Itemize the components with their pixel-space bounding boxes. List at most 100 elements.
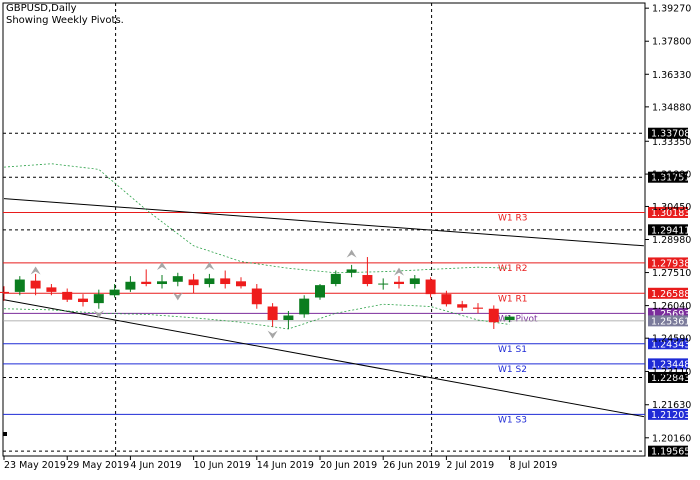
level-name-label: W1 S3 — [498, 415, 527, 425]
y-tick-label: 1.24590 — [652, 334, 691, 345]
y-tick-label: 1.21630 — [652, 400, 691, 411]
level-price-label: 1.22843 — [651, 373, 690, 384]
fractal-up-icon — [30, 266, 41, 275]
candle-body — [251, 288, 262, 305]
x-tick-label: 8 Jul 2019 — [510, 460, 558, 471]
candle-body — [267, 306, 278, 320]
y-tick-label: 1.23110 — [652, 367, 691, 378]
candle-body — [125, 281, 136, 290]
level-price-label: 1.25361 — [651, 316, 690, 327]
trend-channel — [3, 198, 644, 418]
candle-body — [157, 281, 167, 285]
candle-body — [425, 279, 436, 295]
candle-body — [141, 281, 152, 285]
candle-body — [394, 281, 404, 285]
x-tick-label: 10 Jun 2019 — [194, 460, 251, 471]
x-tick-label: 23 May 2019 — [4, 460, 66, 471]
level-price-label: 1.27938 — [651, 258, 690, 269]
level-price-label: 1.25693 — [651, 309, 690, 320]
candle-body — [93, 294, 104, 304]
candle-body — [346, 269, 357, 273]
y-tick-label: 1.37800 — [652, 37, 691, 48]
candle-body — [188, 279, 199, 286]
fractal-markers — [30, 249, 404, 339]
level-price-box — [648, 445, 688, 457]
level-name-label: W1 S2 — [498, 365, 527, 375]
level-price-label: 1.31751 — [651, 173, 690, 184]
candle-body — [330, 273, 341, 285]
candle-body — [378, 283, 389, 285]
y-tick-label: 1.27510 — [652, 268, 691, 279]
fractal-up-icon — [157, 262, 167, 271]
x-tick-label: 2 Jul 2019 — [446, 460, 494, 471]
fractal-up-icon — [346, 249, 357, 258]
envelope-line — [3, 163, 510, 274]
level-price-box — [648, 371, 688, 383]
y-tick-label: 1.28980 — [652, 235, 691, 246]
level-name-label: W1 R3 — [498, 213, 527, 223]
candle-body — [488, 308, 499, 323]
level-price-label: 1.26588 — [651, 289, 690, 300]
level-price-box — [648, 315, 688, 327]
envelope-line — [3, 303, 510, 330]
level-price-label: 1.23448 — [651, 359, 690, 370]
candle-body — [362, 275, 373, 285]
envelope-bands — [3, 163, 510, 330]
level-price-box — [648, 408, 688, 420]
y-tick-label: 1.33350 — [652, 137, 691, 148]
level-price-label: 1.24343 — [651, 339, 690, 350]
candle-body — [315, 285, 325, 298]
x-tick-label: 20 Jun 2019 — [320, 460, 377, 471]
chart-subtitle: Showing Weekly Pivots. — [6, 15, 124, 26]
candle-body — [441, 294, 452, 305]
candle-body — [0, 291, 9, 294]
level-price-box — [648, 171, 688, 183]
x-tick-label: 26 Jun 2019 — [383, 460, 440, 471]
fractal-down-icon — [172, 292, 183, 301]
level-price-box — [648, 257, 688, 269]
level-price-label: 1.30183 — [651, 208, 690, 219]
y-tick-label: 1.39270 — [652, 4, 691, 15]
time-axis: 23 May 2019 29 May 2019 4 Jun 2019 10 Jun 2… — [3, 456, 558, 471]
candle-body — [299, 298, 310, 315]
y-tick-label: 1.34880 — [652, 102, 691, 113]
level-price-box — [648, 224, 688, 236]
level-price-box — [648, 358, 688, 370]
candles — [0, 257, 515, 329]
fractal-down-icon — [267, 330, 278, 339]
x-tick-label: 14 Jun 2019 — [257, 460, 314, 471]
level-price-label: 1.33708 — [651, 129, 690, 140]
pivot-levels: 1.33708 1.31751 1.30183 W1 R3 1.29411 1.27938… — [3, 127, 690, 458]
level-price-box — [648, 338, 688, 350]
level-price-box — [648, 127, 688, 139]
y-tick-label: 1.31890 — [652, 170, 691, 181]
level-price-label: 1.21203 — [651, 410, 690, 421]
candle-body — [14, 279, 25, 292]
candle-body — [504, 316, 515, 320]
candle-body — [109, 289, 120, 296]
y-tick-label: 1.30450 — [652, 202, 691, 213]
level-price-box — [648, 307, 688, 319]
y-tick-label: 1.36330 — [652, 70, 691, 81]
candle-body — [283, 315, 294, 320]
candle-body — [78, 298, 88, 303]
level-price-label: 1.29411 — [651, 225, 690, 236]
fractal-down-icon — [93, 310, 104, 319]
candle-body — [236, 281, 246, 287]
level-price-label: 1.19565 — [651, 447, 690, 458]
candle-body — [457, 304, 468, 308]
chart-title: GBPUSD,Daily — [6, 3, 77, 14]
fractal-up-icon — [204, 262, 215, 271]
candle-body — [30, 280, 41, 289]
candle-body — [172, 276, 183, 282]
level-name-label: W1 S1 — [498, 345, 527, 355]
candle-body — [409, 278, 420, 285]
channel-line — [3, 198, 644, 247]
candle-body — [62, 291, 73, 300]
candle-body — [204, 278, 215, 285]
candle-body — [46, 287, 57, 292]
level-name-label: W1 R1 — [498, 294, 527, 304]
y-tick-label: 1.26040 — [652, 301, 691, 312]
